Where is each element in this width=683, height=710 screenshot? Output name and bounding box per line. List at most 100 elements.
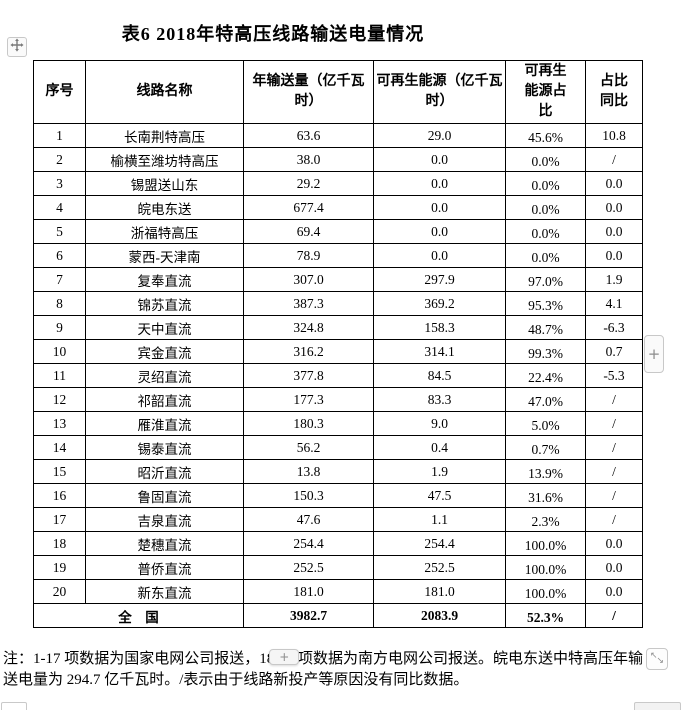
table-cell: 307.0: [243, 267, 374, 292]
table-cell: 10: [33, 339, 86, 364]
table-cell: /: [585, 387, 643, 412]
table-cell: 100.0%: [505, 531, 586, 556]
table-row: 15 昭沂直流 13.8 1.9 13.9% /: [33, 459, 643, 484]
table-cell: 19: [33, 555, 86, 580]
table-resize-handle[interactable]: ↖ ↘: [646, 648, 668, 670]
table-row: 12 祁韶直流 177.3 83.3 47.0% /: [33, 387, 643, 412]
table-cell: 0.4: [373, 435, 506, 460]
table-cell: 14: [33, 435, 86, 460]
table-cell: 0.0%: [505, 219, 586, 244]
table-cell: 长南荆特高压: [85, 123, 244, 148]
table-cell: 100.0%: [505, 579, 586, 604]
table-cell: 0.0: [585, 195, 643, 220]
bottom-left-button[interactable]: [1, 702, 27, 710]
table-cell: 吉泉直流: [85, 507, 244, 532]
header-cell-yoy: 占比同比: [585, 60, 643, 124]
table-cell: 0.0: [373, 219, 506, 244]
table-cell: 377.8: [243, 363, 374, 388]
table-cell: 31.6%: [505, 483, 586, 508]
table-row: 16 鲁固直流 150.3 47.5 31.6% /: [33, 483, 643, 508]
footnote: 注：1-17 项数据为国家电网公司报送，18-20+ 项数据为南方电网公司报送。…: [3, 649, 643, 691]
table-cell: 灵绍直流: [85, 363, 244, 388]
table-cell: 2: [33, 147, 86, 172]
table-header-row: 序号 线路名称 年输送量（亿千瓦时） 可再生能源（亿千瓦时） 可再生能源占比 占…: [33, 60, 643, 124]
table-cell: 1.1: [373, 507, 506, 532]
resize-arrow-nw-icon: ↖: [650, 651, 658, 661]
table-row: 18 楚穗直流 254.4 254.4 100.0% 0.0: [33, 531, 643, 556]
table-cell: 0.0: [585, 219, 643, 244]
footnote-text-suffix: 项数据为南方电网公司报送。皖电东送中特高压年输送电量为 294.7 亿千瓦时。/…: [3, 651, 644, 688]
table-cell: 锦苏直流: [85, 291, 244, 316]
table-cell: 13.8: [243, 459, 374, 484]
table-title: 表6 2018年特高压线路输送电量情况: [121, 24, 425, 44]
table-cell: 252.5: [243, 555, 374, 580]
table-cell: 0.0%: [505, 195, 586, 220]
table-cell: 锡泰直流: [85, 435, 244, 460]
table-cell: 97.0%: [505, 267, 586, 292]
table-row: 4 皖电东送 677.4 0.0 0.0% 0.0: [33, 195, 643, 220]
total-renewable: 2083.9: [373, 603, 506, 628]
table-cell: 0.7: [585, 339, 643, 364]
table-cell: 16: [33, 483, 86, 508]
table-row: 5 浙福特高压 69.4 0.0 0.0% 0.0: [33, 219, 643, 244]
table-cell: 0.0: [373, 195, 506, 220]
table-cell: 20: [33, 579, 86, 604]
table-cell: 48.7%: [505, 315, 586, 340]
table-cell: 177.3: [243, 387, 374, 412]
table-cell: 56.2: [243, 435, 374, 460]
header-cell-line-name: 线路名称: [85, 60, 244, 124]
table-cell: 254.4: [373, 531, 506, 556]
table-row: 9 天中直流 324.8 158.3 48.7% -6.3: [33, 315, 643, 340]
table-cell: 158.3: [373, 315, 506, 340]
table-cell: 45.6%: [505, 123, 586, 148]
table-cell: 0.0: [585, 243, 643, 268]
table-cell: 锡盟送山东: [85, 171, 244, 196]
table-row: 2 榆横至潍坊特高压 38.0 0.0 0.0% /: [33, 147, 643, 172]
table-cell: 297.9: [373, 267, 506, 292]
table-cell: 0.7%: [505, 435, 586, 460]
header-cell-annual: 年输送量（亿千瓦时）: [243, 60, 374, 124]
footnote-plus-button[interactable]: +: [269, 649, 300, 665]
total-annual: 3982.7: [243, 603, 374, 628]
table-row: 14 锡泰直流 56.2 0.4 0.7% /: [33, 435, 643, 460]
table-cell: -5.3: [585, 363, 643, 388]
header-cell-share: 可再生能源占比: [505, 60, 586, 124]
table-cell: 楚穗直流: [85, 531, 244, 556]
table-cell: 369.2: [373, 291, 506, 316]
table-row: 7 复奉直流 307.0 297.9 97.0% 1.9: [33, 267, 643, 292]
table-cell: 150.3: [243, 483, 374, 508]
table-cell: 雁淮直流: [85, 411, 244, 436]
table-row: 10 宾金直流 316.2 314.1 99.3% 0.7: [33, 339, 643, 364]
table-cell: 皖电东送: [85, 195, 244, 220]
table-cell: 17: [33, 507, 86, 532]
add-column-button[interactable]: +: [644, 335, 664, 373]
table-cell: 0.0%: [505, 243, 586, 268]
table-cell: 普侨直流: [85, 555, 244, 580]
table-cell: 复奉直流: [85, 267, 244, 292]
table-row: 20 新东直流 181.0 181.0 100.0% 0.0: [33, 579, 643, 604]
table-cell: 祁韶直流: [85, 387, 244, 412]
table-cell: 1: [33, 123, 86, 148]
table-row: 8 锦苏直流 387.3 369.2 95.3% 4.1: [33, 291, 643, 316]
move-table-handle[interactable]: [7, 37, 27, 57]
table-cell: 95.3%: [505, 291, 586, 316]
table-cell: 69.4: [243, 219, 374, 244]
table-cell: 0.0: [585, 171, 643, 196]
table-cell: 100.0%: [505, 555, 586, 580]
table-cell: 324.8: [243, 315, 374, 340]
table-row: 11 灵绍直流 377.8 84.5 22.4% -5.3: [33, 363, 643, 388]
table-cell: 蒙西-天津南: [85, 243, 244, 268]
total-yoy: /: [585, 603, 643, 628]
table-cell: -6.3: [585, 315, 643, 340]
bottom-right-button[interactable]: [634, 702, 681, 710]
table-cell: 4.1: [585, 291, 643, 316]
header-cell-index: 序号: [33, 60, 86, 124]
total-share: 52.3%: [505, 603, 586, 628]
table-cell: 2.3%: [505, 507, 586, 532]
table-cell: 677.4: [243, 195, 374, 220]
table-cell: 13.9%: [505, 459, 586, 484]
table-cell: 11: [33, 363, 86, 388]
table-cell: 10.8: [585, 123, 643, 148]
total-label: 全 国: [33, 603, 244, 628]
